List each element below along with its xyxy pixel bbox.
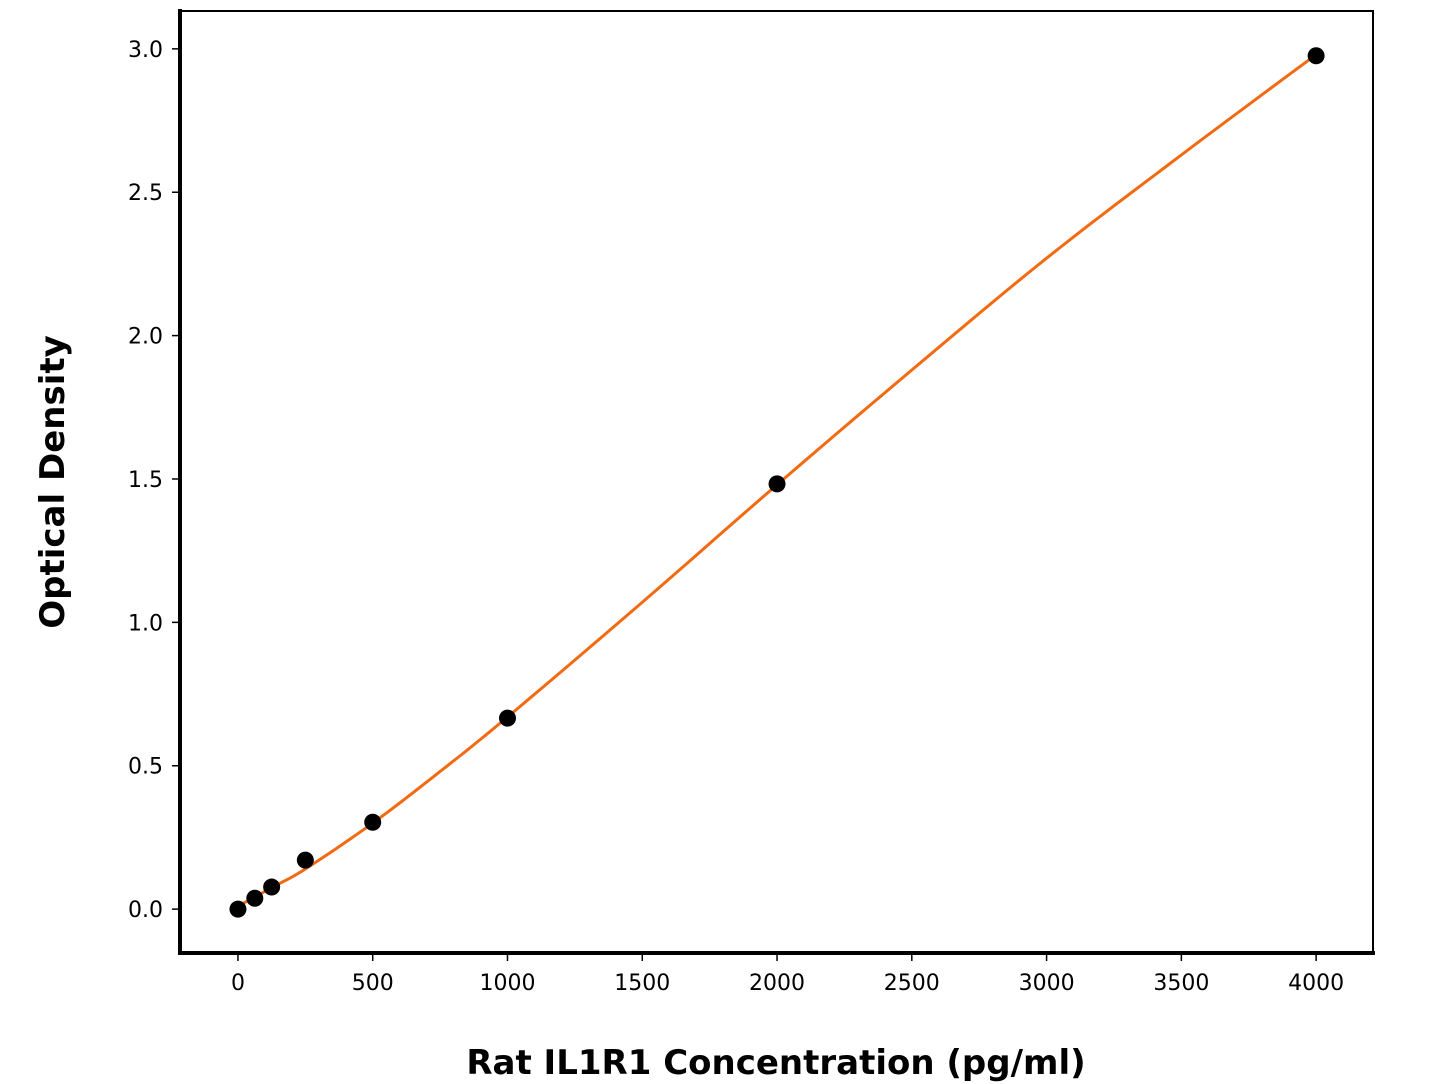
y-tick-label: 2.0 bbox=[128, 325, 163, 350]
x-tick-label: 2500 bbox=[884, 971, 940, 996]
x-axis-label: Rat IL1R1 Concentration (pg/ml) bbox=[466, 1043, 1085, 1083]
x-tick-label: 2000 bbox=[749, 971, 805, 996]
data-point bbox=[1307, 47, 1325, 65]
y-tick-label: 0.0 bbox=[128, 898, 163, 923]
y-tick-label: 2.5 bbox=[128, 181, 163, 206]
data-point bbox=[364, 813, 382, 831]
data-point bbox=[263, 878, 281, 896]
x-tick-label: 3500 bbox=[1153, 971, 1209, 996]
data-point bbox=[296, 851, 314, 869]
x-tick-label: 1500 bbox=[614, 971, 670, 996]
y-tick-label: 3.0 bbox=[128, 38, 163, 63]
x-tick-label: 0 bbox=[231, 971, 245, 996]
data-point bbox=[768, 475, 786, 493]
y-tick-label: 1.5 bbox=[128, 468, 163, 493]
y-tick-label: 0.5 bbox=[128, 755, 163, 780]
data-point bbox=[498, 709, 516, 727]
x-tick-label: 3000 bbox=[1019, 971, 1075, 996]
y-tick-label: 1.0 bbox=[128, 611, 163, 636]
fit-curve-line bbox=[237, 53, 1318, 908]
x-tick-label: 500 bbox=[352, 971, 394, 996]
data-point bbox=[229, 900, 247, 918]
x-tick-label: 4000 bbox=[1288, 971, 1344, 996]
y-axis-label: Optical Density bbox=[33, 335, 73, 629]
x-tick-label: 1000 bbox=[479, 971, 535, 996]
data-point bbox=[246, 889, 264, 907]
